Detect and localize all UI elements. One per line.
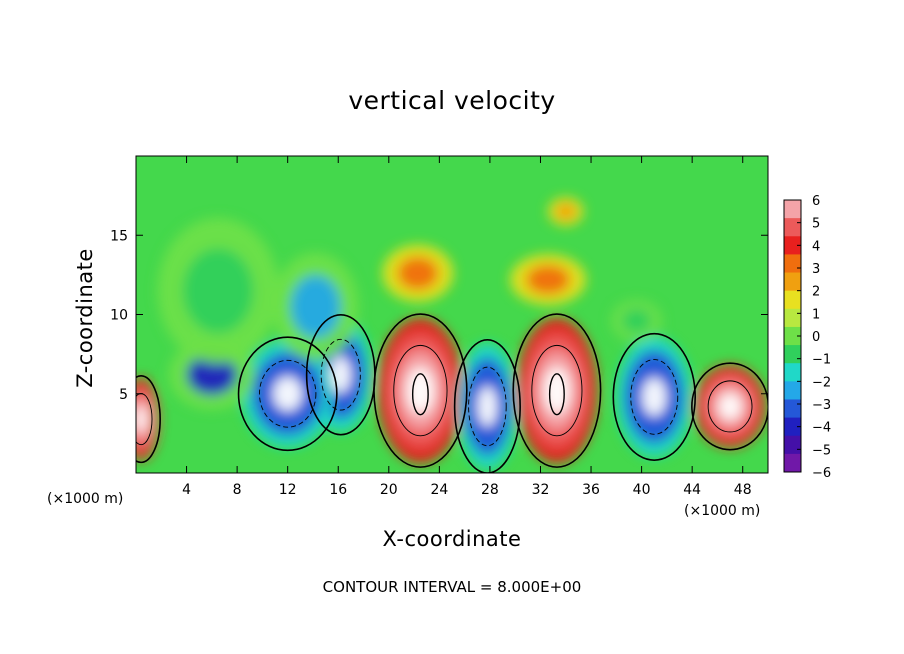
x-tick-label: 20 — [380, 482, 398, 498]
colorbar-swatch — [784, 453, 801, 473]
colorbar-swatch — [784, 381, 801, 400]
x-tick-label: 32 — [532, 482, 550, 498]
colorbar-swatch — [784, 200, 801, 219]
colorbar-tick-label: 1 — [812, 307, 820, 322]
x-unit-label-right: (×1000 m) — [684, 503, 761, 519]
y-tick-label: 10 — [110, 308, 128, 324]
contour-inner-9 — [320, 338, 361, 411]
colorbar-tick-label: −6 — [812, 466, 831, 481]
colorbar-swatch — [784, 399, 801, 419]
region-updraft-2-level-3 — [718, 393, 742, 420]
colorbar-tick-label: 4 — [812, 239, 820, 254]
colorbar-tick-label: −5 — [812, 443, 831, 458]
x-tick-label: 44 — [683, 482, 701, 498]
x-axis-label: X-coordinate — [382, 527, 522, 551]
region-downdraft-14-level-1 — [621, 308, 652, 333]
colorbar-swatch — [784, 435, 801, 455]
contour-inner-0 — [393, 344, 448, 437]
colorbar-tick-label: −2 — [812, 375, 831, 390]
velocity-field — [136, 156, 768, 473]
colorbar-swatch — [784, 254, 801, 274]
contour-inner-7 — [468, 366, 507, 447]
colorbar-tick-label: 5 — [812, 217, 820, 232]
region-updraft-4-level-1 — [397, 256, 439, 290]
colorbar-swatch — [784, 236, 801, 255]
x-axis-ticks: 4 8 12 16 20 24 28 32 36 40 44 48 — [182, 156, 752, 498]
region-downdraft-11-level-1 — [186, 354, 237, 396]
colorbar-tick-label: 6 — [812, 194, 820, 209]
colorbar-tick-label: −3 — [812, 398, 831, 413]
y-tick-label: 5 — [119, 387, 128, 403]
colorbar-tick-label: 3 — [812, 262, 820, 277]
x-tick-label: 8 — [233, 482, 242, 498]
contour-zero-3 — [136, 375, 161, 464]
region-downdraft-7-level-3 — [477, 386, 498, 427]
region-updraft-3-level-3 — [136, 406, 147, 433]
colorbar-swatch — [784, 290, 801, 310]
contour-interval-text: CONTOUR INTERVAL = 8.000E+00 — [322, 578, 582, 596]
contour-zero-10 — [237, 336, 338, 452]
region-downdraft-10-level-3 — [273, 376, 303, 411]
x-tick-label: 16 — [329, 482, 347, 498]
colorbar-swatch — [784, 345, 801, 364]
colorbar-tick-label: 2 — [812, 285, 820, 300]
region-updraft-5-level-1 — [525, 264, 571, 295]
colorbar: 6 5 4 3 2 1 0 −1 −2 −3 −4 −5 −6 — [783, 194, 831, 481]
contour-core-0 — [411, 373, 429, 416]
region-downdraft-8-level-3 — [642, 377, 667, 417]
y-tick-label: 15 — [110, 228, 128, 244]
contour-zero-2 — [691, 362, 768, 451]
contour-inner-8 — [630, 359, 679, 435]
x-tick-label: 28 — [481, 482, 499, 498]
contour-zero-8 — [612, 332, 696, 461]
x-tick-label: 12 — [279, 482, 297, 498]
contour-inner-1 — [531, 344, 583, 437]
field-blend-group — [136, 197, 766, 470]
contour-lines — [136, 313, 768, 473]
x-tick-label: 36 — [582, 482, 600, 498]
region-downdraft-13-level-1 — [182, 248, 254, 334]
y-axis-ticks: 5 10 15 — [110, 228, 768, 403]
contour-inner-2 — [707, 380, 753, 433]
colorbar-tick-label: −4 — [812, 421, 831, 436]
region-updraft-6-level-1 — [555, 203, 577, 220]
colorbar-tick-label: 0 — [812, 330, 820, 345]
y-axis-label: Z-coordinate — [73, 248, 97, 388]
x-tick-label: 24 — [430, 482, 448, 498]
colorbar-swatch — [784, 218, 801, 237]
x-tick-label: 48 — [734, 482, 752, 498]
colorbar-swatch — [784, 326, 801, 346]
x-tick-label: 4 — [182, 482, 191, 498]
contour-zero-9 — [305, 314, 376, 436]
colorbar-swatch — [784, 417, 801, 437]
region-downdraft-12-level-1 — [290, 275, 341, 339]
chart-title: vertical velocity — [348, 86, 556, 115]
contour-inner-10 — [259, 359, 317, 428]
x-tick-label: 40 — [633, 482, 651, 498]
contour-core-1 — [548, 373, 565, 416]
x-unit-label-left: (×1000 m) — [47, 491, 124, 507]
colorbar-swatch — [784, 272, 801, 292]
contour-zero-1 — [512, 313, 602, 468]
colorbar-swatch — [784, 363, 801, 382]
colorbar-tick-label: −1 — [812, 353, 831, 368]
colorbar-swatch — [784, 308, 801, 328]
